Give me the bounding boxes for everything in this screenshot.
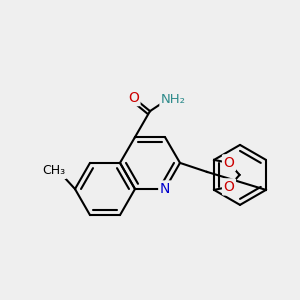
Text: N: N [160, 182, 170, 196]
Text: CH₃: CH₃ [42, 164, 66, 178]
Text: O: O [224, 156, 235, 170]
Text: NH₂: NH₂ [161, 93, 186, 106]
Text: O: O [128, 91, 139, 105]
Text: O: O [224, 180, 235, 194]
